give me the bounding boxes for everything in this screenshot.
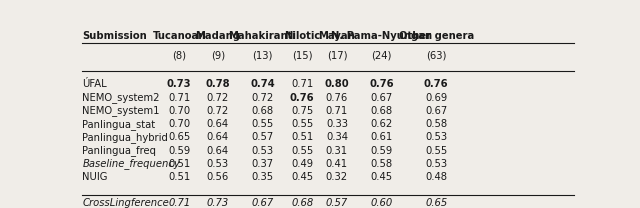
Text: ÚFAL: ÚFAL bbox=[83, 79, 107, 89]
Text: 0.57: 0.57 bbox=[326, 198, 348, 208]
Text: 0.68: 0.68 bbox=[371, 106, 392, 116]
Text: 0.59: 0.59 bbox=[168, 146, 190, 156]
Text: Mayan: Mayan bbox=[319, 31, 355, 41]
Text: 0.71: 0.71 bbox=[291, 79, 314, 89]
Text: 0.53: 0.53 bbox=[252, 146, 273, 156]
Text: 0.45: 0.45 bbox=[371, 172, 392, 182]
Text: 0.76: 0.76 bbox=[290, 93, 314, 103]
Text: Baseline_frequency: Baseline_frequency bbox=[83, 158, 180, 170]
Text: 0.70: 0.70 bbox=[168, 106, 190, 116]
Text: 0.32: 0.32 bbox=[326, 172, 348, 182]
Text: 0.65: 0.65 bbox=[168, 132, 190, 142]
Text: Panlingua_freq: Panlingua_freq bbox=[83, 145, 157, 156]
Text: Madang: Madang bbox=[195, 31, 241, 41]
Text: Other genera: Other genera bbox=[399, 31, 474, 41]
Text: 0.64: 0.64 bbox=[207, 132, 229, 142]
Text: (15): (15) bbox=[292, 50, 312, 60]
Text: 0.71: 0.71 bbox=[326, 106, 348, 116]
Text: 0.68: 0.68 bbox=[252, 106, 273, 116]
Text: 0.51: 0.51 bbox=[168, 159, 190, 169]
Text: Submission: Submission bbox=[83, 31, 147, 41]
Text: 0.51: 0.51 bbox=[291, 132, 314, 142]
Text: NEMO_system1: NEMO_system1 bbox=[83, 105, 160, 116]
Text: 0.55: 0.55 bbox=[291, 119, 314, 129]
Text: 0.45: 0.45 bbox=[291, 172, 313, 182]
Text: 0.71: 0.71 bbox=[168, 93, 190, 103]
Text: 0.61: 0.61 bbox=[371, 132, 393, 142]
Text: 0.35: 0.35 bbox=[252, 172, 273, 182]
Text: 0.49: 0.49 bbox=[291, 159, 313, 169]
Text: 0.33: 0.33 bbox=[326, 119, 348, 129]
Text: 0.58: 0.58 bbox=[425, 119, 447, 129]
Text: (9): (9) bbox=[211, 50, 225, 60]
Text: 0.51: 0.51 bbox=[168, 172, 190, 182]
Text: NUIG: NUIG bbox=[83, 172, 108, 182]
Text: (8): (8) bbox=[172, 50, 186, 60]
Text: 0.67: 0.67 bbox=[371, 93, 393, 103]
Text: 0.72: 0.72 bbox=[252, 93, 274, 103]
Text: 0.53: 0.53 bbox=[425, 159, 447, 169]
Text: 0.75: 0.75 bbox=[291, 106, 314, 116]
Text: CrossLingference: CrossLingference bbox=[83, 198, 169, 208]
Text: (63): (63) bbox=[426, 50, 446, 60]
Text: 0.53: 0.53 bbox=[207, 159, 229, 169]
Text: 0.57: 0.57 bbox=[252, 132, 274, 142]
Text: 0.64: 0.64 bbox=[207, 146, 229, 156]
Text: 0.37: 0.37 bbox=[252, 159, 273, 169]
Text: N. Pama-Nyungan: N. Pama-Nyungan bbox=[331, 31, 432, 41]
Text: 0.59: 0.59 bbox=[371, 146, 393, 156]
Text: 0.67: 0.67 bbox=[252, 198, 274, 208]
Text: 0.55: 0.55 bbox=[425, 146, 447, 156]
Text: 0.72: 0.72 bbox=[207, 106, 229, 116]
Text: Panlingua_stat: Panlingua_stat bbox=[83, 119, 156, 130]
Text: 0.68: 0.68 bbox=[291, 198, 314, 208]
Text: 0.41: 0.41 bbox=[326, 159, 348, 169]
Text: 0.80: 0.80 bbox=[324, 79, 349, 89]
Text: 0.58: 0.58 bbox=[371, 159, 392, 169]
Text: 0.76: 0.76 bbox=[369, 79, 394, 89]
Text: 0.67: 0.67 bbox=[425, 106, 447, 116]
Text: NEMO_system2: NEMO_system2 bbox=[83, 92, 160, 103]
Text: 0.69: 0.69 bbox=[425, 93, 447, 103]
Text: 0.65: 0.65 bbox=[425, 198, 447, 208]
Text: 0.55: 0.55 bbox=[291, 146, 314, 156]
Text: (24): (24) bbox=[371, 50, 392, 60]
Text: 0.73: 0.73 bbox=[207, 198, 229, 208]
Text: 0.76: 0.76 bbox=[424, 79, 449, 89]
Text: 0.74: 0.74 bbox=[250, 79, 275, 89]
Text: Panlingua_hybrid: Panlingua_hybrid bbox=[83, 132, 168, 143]
Text: (17): (17) bbox=[326, 50, 347, 60]
Text: 0.55: 0.55 bbox=[252, 119, 274, 129]
Text: 0.60: 0.60 bbox=[371, 198, 393, 208]
Text: Nilotic: Nilotic bbox=[284, 31, 321, 41]
Text: 0.53: 0.53 bbox=[425, 132, 447, 142]
Text: 0.48: 0.48 bbox=[425, 172, 447, 182]
Text: 0.73: 0.73 bbox=[167, 79, 191, 89]
Text: 0.71: 0.71 bbox=[168, 198, 190, 208]
Text: 0.72: 0.72 bbox=[207, 93, 229, 103]
Text: 0.76: 0.76 bbox=[326, 93, 348, 103]
Text: 0.78: 0.78 bbox=[205, 79, 230, 89]
Text: 0.64: 0.64 bbox=[207, 119, 229, 129]
Text: 0.56: 0.56 bbox=[207, 172, 229, 182]
Text: (13): (13) bbox=[252, 50, 273, 60]
Text: Tucanoan: Tucanoan bbox=[152, 31, 206, 41]
Text: 0.31: 0.31 bbox=[326, 146, 348, 156]
Text: 0.62: 0.62 bbox=[371, 119, 393, 129]
Text: 0.70: 0.70 bbox=[168, 119, 190, 129]
Text: Mahakiranti: Mahakiranti bbox=[228, 31, 296, 41]
Text: 0.34: 0.34 bbox=[326, 132, 348, 142]
